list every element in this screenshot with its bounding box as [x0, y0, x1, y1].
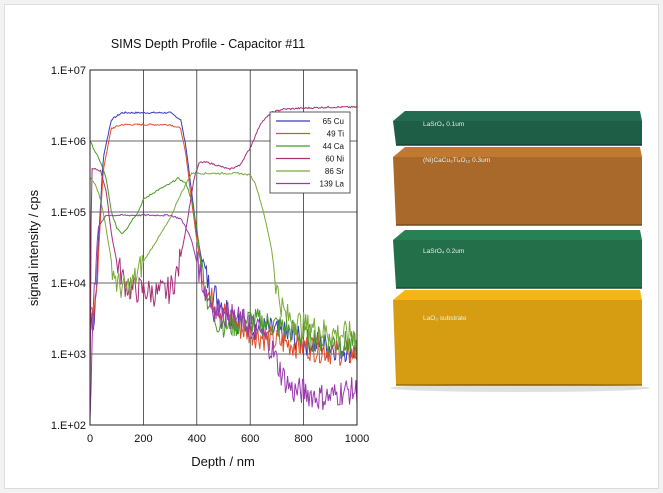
- layer-ccto: (Ni)CaCu₃Ti₄O₁₂ 0.3um: [393, 147, 642, 226]
- series-lines: [89, 105, 358, 421]
- y-tick-labels: 1.E+02 1.E+03 1.E+04 1.E+05 1.E+06 1.E+07: [51, 65, 86, 432]
- layer-mid-lasro: LaSrO₄ 0.2um: [393, 230, 642, 289]
- layer-label: LaO₃ substrate: [423, 315, 467, 322]
- layer-top-face: [393, 230, 642, 240]
- series-line-2: [89, 140, 358, 357]
- x-tick-label: 400: [188, 433, 206, 445]
- chart-title: SIMS Depth Profile - Capacitor #11: [111, 37, 305, 51]
- legend-entry: 49 Ti: [327, 130, 345, 139]
- legend: 65 Cu 49 Ti 44 Ca 60 Ni 86 Sr 139 La: [269, 111, 351, 194]
- series-line-3: [89, 105, 358, 421]
- x-tick-label: 0: [87, 433, 93, 445]
- y-tick-label: 1.E+04: [51, 278, 86, 290]
- x-tick-label: 600: [241, 433, 259, 445]
- layer-top-face: [393, 290, 642, 300]
- series-line-0: [89, 111, 358, 363]
- layer-top-lasro: LaSrO₄ 0.1um: [393, 111, 642, 146]
- y-tick-label: 1.E+03: [51, 349, 86, 361]
- stack-shadow: [390, 384, 650, 392]
- layer-front-face: [393, 300, 642, 385]
- layer-front-face: [393, 121, 642, 145]
- y-tick-label: 1.E+07: [51, 65, 86, 77]
- layer-label: LaSrO₄ 0.2um: [423, 248, 464, 255]
- y-axis-label: signal intensity / cps: [26, 189, 41, 306]
- legend-entry: 60 Ni: [325, 155, 344, 164]
- layer-label: LaSrO₄ 0.1um: [423, 121, 464, 128]
- layer-top-face: [393, 147, 642, 157]
- y-tick-label: 1.E+06: [51, 136, 86, 148]
- series-line-5: [89, 213, 358, 421]
- layer-substrate: LaO₃ substrate: [393, 290, 642, 386]
- series-line-4: [89, 171, 358, 348]
- layer-front-face: [393, 157, 642, 225]
- x-tick-label: 200: [134, 433, 152, 445]
- plot-area-border: [89, 69, 358, 426]
- legend-entry: 44 Ca: [323, 142, 345, 151]
- legend-box: [269, 111, 351, 194]
- legend-entry: 139 La: [320, 180, 345, 189]
- layer-top-face: [393, 111, 642, 121]
- x-tick-labels: 0 200 400 600 800 1000: [87, 433, 369, 445]
- legend-entry: 86 Sr: [325, 167, 344, 176]
- x-tick-label: 800: [294, 433, 312, 445]
- y-tick-label: 1.E+02: [51, 420, 86, 432]
- x-axis-label: Depth / nm: [191, 454, 255, 469]
- legend-entry: 65 Cu: [323, 117, 344, 126]
- layer-label: (Ni)CaCu₃Ti₄O₁₂ 0.3um: [423, 157, 490, 164]
- y-tick-label: 1.E+05: [51, 207, 86, 219]
- layer-front-face: [393, 240, 642, 288]
- layer-stack-diagram: LaSrO₄ 0.1um (Ni)CaCu₃Ti₄O₁₂ 0.3um LaSrO₄ …: [390, 111, 650, 392]
- x-tick-label: 1000: [345, 433, 369, 445]
